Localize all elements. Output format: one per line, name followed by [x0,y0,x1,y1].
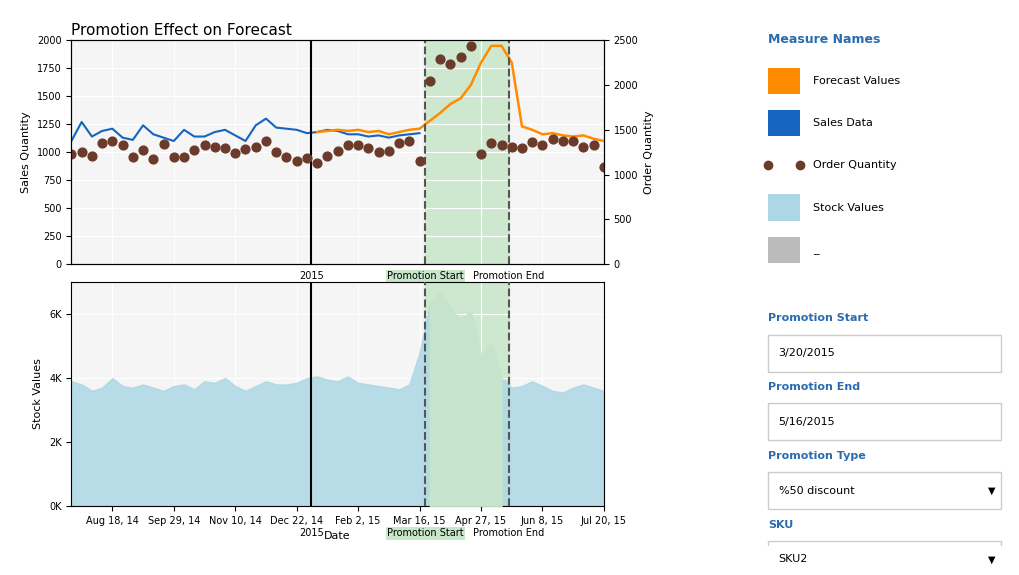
Point [185,145,202,155]
Bar [425,40,508,264]
Bar [425,282,508,506]
FancyBboxPatch shape [767,541,1001,575]
Text: Stock Values: Stock Values [812,203,883,213]
Point [411,156,427,166]
Point [155,140,171,149]
Point [390,139,407,148]
Point [503,142,520,151]
Text: Order Quantity: Order Quantity [812,160,896,170]
Point [483,139,499,148]
Point [350,141,366,150]
Y-axis label: Stock Values: Stock Values [34,359,44,430]
Point [217,143,233,152]
Point [207,142,223,151]
Point [288,156,305,166]
Point [94,139,110,148]
Point [554,136,571,145]
Text: 3/20/2015: 3/20/2015 [777,348,835,358]
Point [585,141,601,150]
Point [431,55,447,64]
FancyBboxPatch shape [767,237,799,263]
Point [145,154,161,163]
Point [514,143,530,152]
Text: Promotion Type: Promotion Type [767,451,865,461]
Point [575,142,591,151]
Y-axis label: Sales Quantity: Sales Quantity [21,112,32,193]
Point [380,147,396,156]
Text: SKU2: SKU2 [777,554,807,565]
Point [370,148,386,157]
Text: Promotion End: Promotion End [473,271,544,281]
Text: %50 discount: %50 discount [777,486,854,496]
Point [124,152,141,161]
FancyBboxPatch shape [767,472,1001,509]
FancyBboxPatch shape [767,194,799,221]
Point [248,142,264,151]
Point [595,162,611,171]
Point [421,76,437,85]
Point [278,152,294,161]
Point [400,136,417,145]
Point [197,141,213,150]
Point [534,141,550,150]
X-axis label: Date: Date [324,531,351,541]
Point [165,152,181,161]
Point [319,151,335,160]
Point [309,159,325,168]
Text: Forecast Values: Forecast Values [812,76,900,86]
Point [268,148,284,157]
Text: SKU: SKU [767,520,793,530]
Text: _: _ [812,245,818,255]
Text: Promotion Start: Promotion Start [767,313,867,324]
Point [135,145,151,155]
Text: Promotion Start: Promotion Start [387,271,464,281]
Point [544,134,560,143]
Text: Promotion End: Promotion End [473,528,544,538]
Text: 2015: 2015 [299,528,323,538]
Point [441,59,458,68]
Text: ▼: ▼ [987,486,995,496]
FancyBboxPatch shape [767,404,1001,440]
FancyBboxPatch shape [767,335,1001,371]
Point [63,150,79,159]
Text: Sales Data: Sales Data [812,118,872,128]
Point [473,150,489,159]
Point [258,136,274,145]
Point [565,136,581,145]
Point [237,144,254,154]
Text: Measure Names: Measure Names [767,33,879,46]
Text: Promotion Start: Promotion Start [387,528,464,538]
Point [463,41,479,51]
Point [114,141,130,150]
Point [329,147,345,156]
FancyBboxPatch shape [767,110,799,136]
Point [84,151,100,160]
Text: Promotion Effect on Forecast: Promotion Effect on Forecast [71,22,292,38]
Point [360,143,376,152]
Y-axis label: Order Quantity: Order Quantity [643,110,653,194]
Text: ▼: ▼ [987,554,995,565]
Text: 5/16/2015: 5/16/2015 [777,417,835,427]
FancyBboxPatch shape [767,67,799,94]
Point [104,136,120,145]
Point [493,141,510,150]
Point [452,52,469,62]
Text: Promotion End: Promotion End [767,382,859,392]
Text: 2015: 2015 [299,271,323,281]
Point [73,148,90,157]
Point [227,149,244,158]
Point [339,141,356,150]
Point [524,137,540,147]
Point [299,153,315,162]
Point [175,152,192,161]
